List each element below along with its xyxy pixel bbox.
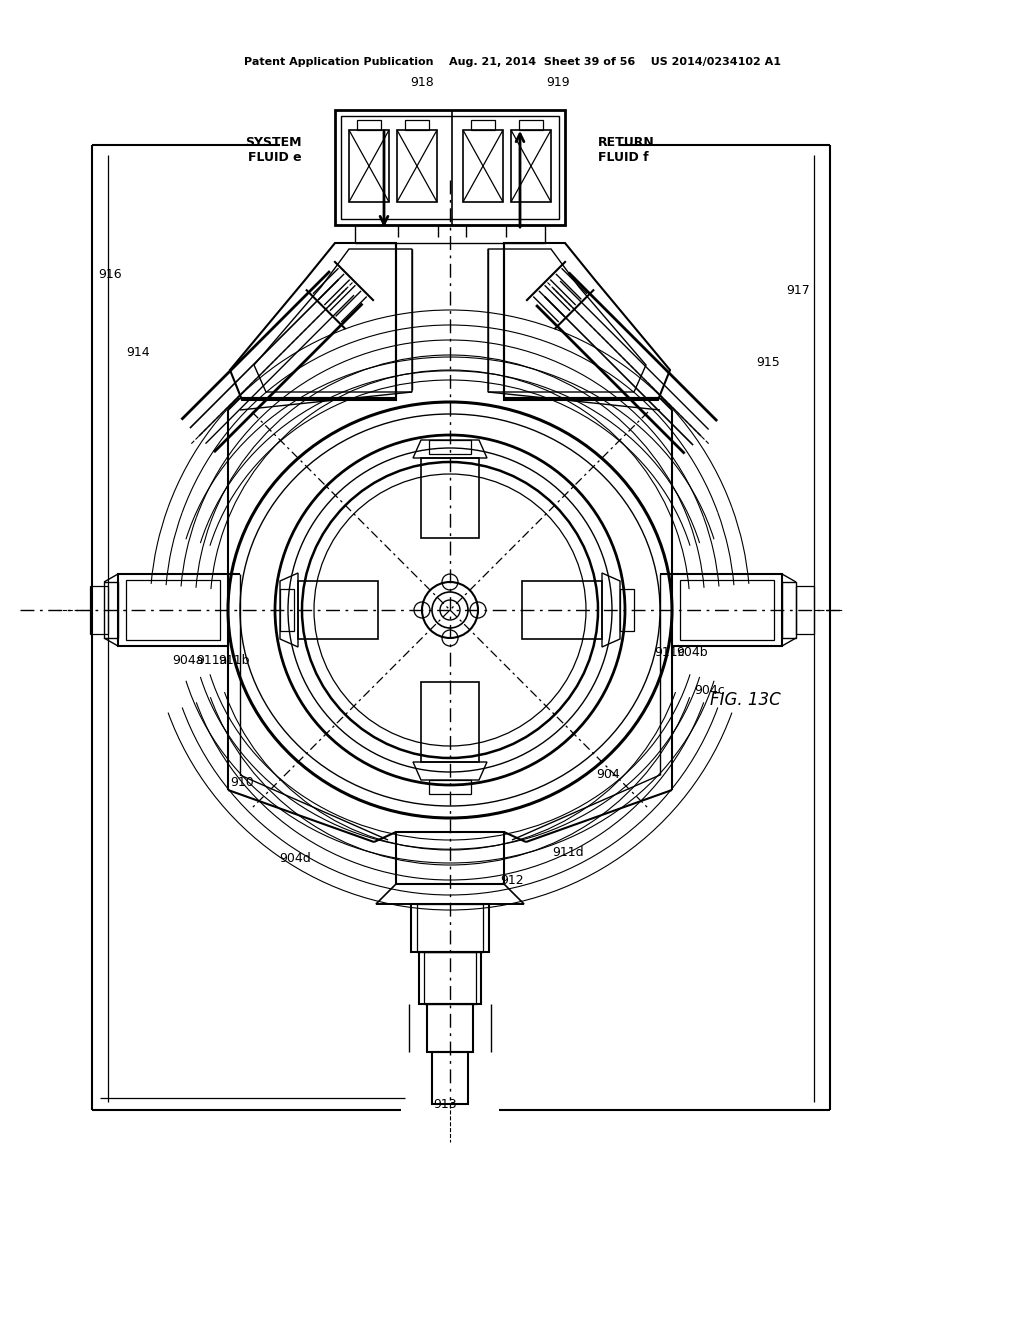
- Bar: [522, 581, 602, 639]
- Bar: [421, 682, 479, 762]
- Text: 919: 919: [546, 75, 569, 88]
- Text: 904a: 904a: [172, 653, 204, 667]
- Text: FIG. 13C: FIG. 13C: [710, 690, 780, 709]
- Bar: [335, 110, 565, 224]
- Bar: [118, 574, 228, 645]
- Bar: [424, 952, 476, 1005]
- Bar: [341, 116, 559, 219]
- Text: 904d: 904d: [280, 851, 311, 865]
- Text: 910: 910: [230, 776, 254, 788]
- Text: 918: 918: [411, 75, 434, 88]
- Text: Patent Application Publication    Aug. 21, 2014  Sheet 39 of 56    US 2014/02341: Patent Application Publication Aug. 21, …: [244, 57, 780, 67]
- Bar: [680, 579, 774, 640]
- Bar: [417, 904, 483, 952]
- Text: 911d: 911d: [552, 846, 584, 858]
- Bar: [672, 574, 782, 645]
- Bar: [432, 1052, 468, 1104]
- Bar: [90, 586, 108, 634]
- Bar: [427, 1005, 473, 1052]
- Bar: [620, 589, 634, 631]
- Bar: [463, 129, 503, 202]
- Text: 912: 912: [500, 874, 524, 887]
- Bar: [411, 904, 489, 952]
- Text: SYSTEM
FLUID e: SYSTEM FLUID e: [246, 136, 302, 164]
- Bar: [796, 586, 814, 634]
- Bar: [357, 120, 381, 129]
- Bar: [519, 120, 543, 129]
- Bar: [355, 224, 545, 243]
- Bar: [406, 120, 429, 129]
- Bar: [298, 581, 378, 639]
- Text: 911a: 911a: [197, 653, 227, 667]
- Text: 904c: 904c: [694, 684, 725, 697]
- Bar: [471, 120, 495, 129]
- Text: 904b: 904b: [676, 645, 708, 659]
- Text: 914: 914: [126, 346, 150, 359]
- Text: RETURN
FLUID f: RETURN FLUID f: [598, 136, 654, 164]
- Text: 915: 915: [756, 355, 780, 368]
- Bar: [396, 832, 504, 884]
- Bar: [104, 582, 118, 638]
- Bar: [397, 129, 437, 202]
- Bar: [782, 582, 796, 638]
- Text: 916: 916: [98, 268, 122, 281]
- Bar: [280, 589, 294, 631]
- Bar: [511, 129, 551, 202]
- Bar: [429, 440, 471, 454]
- Text: 911b: 911b: [218, 653, 250, 667]
- Text: 904: 904: [596, 768, 620, 781]
- Bar: [421, 458, 479, 539]
- Text: 913: 913: [433, 1098, 457, 1111]
- Bar: [349, 129, 389, 202]
- Text: 911c: 911c: [654, 645, 685, 659]
- Bar: [429, 780, 471, 795]
- Text: 917: 917: [786, 284, 810, 297]
- Bar: [419, 952, 481, 1005]
- Bar: [126, 579, 220, 640]
